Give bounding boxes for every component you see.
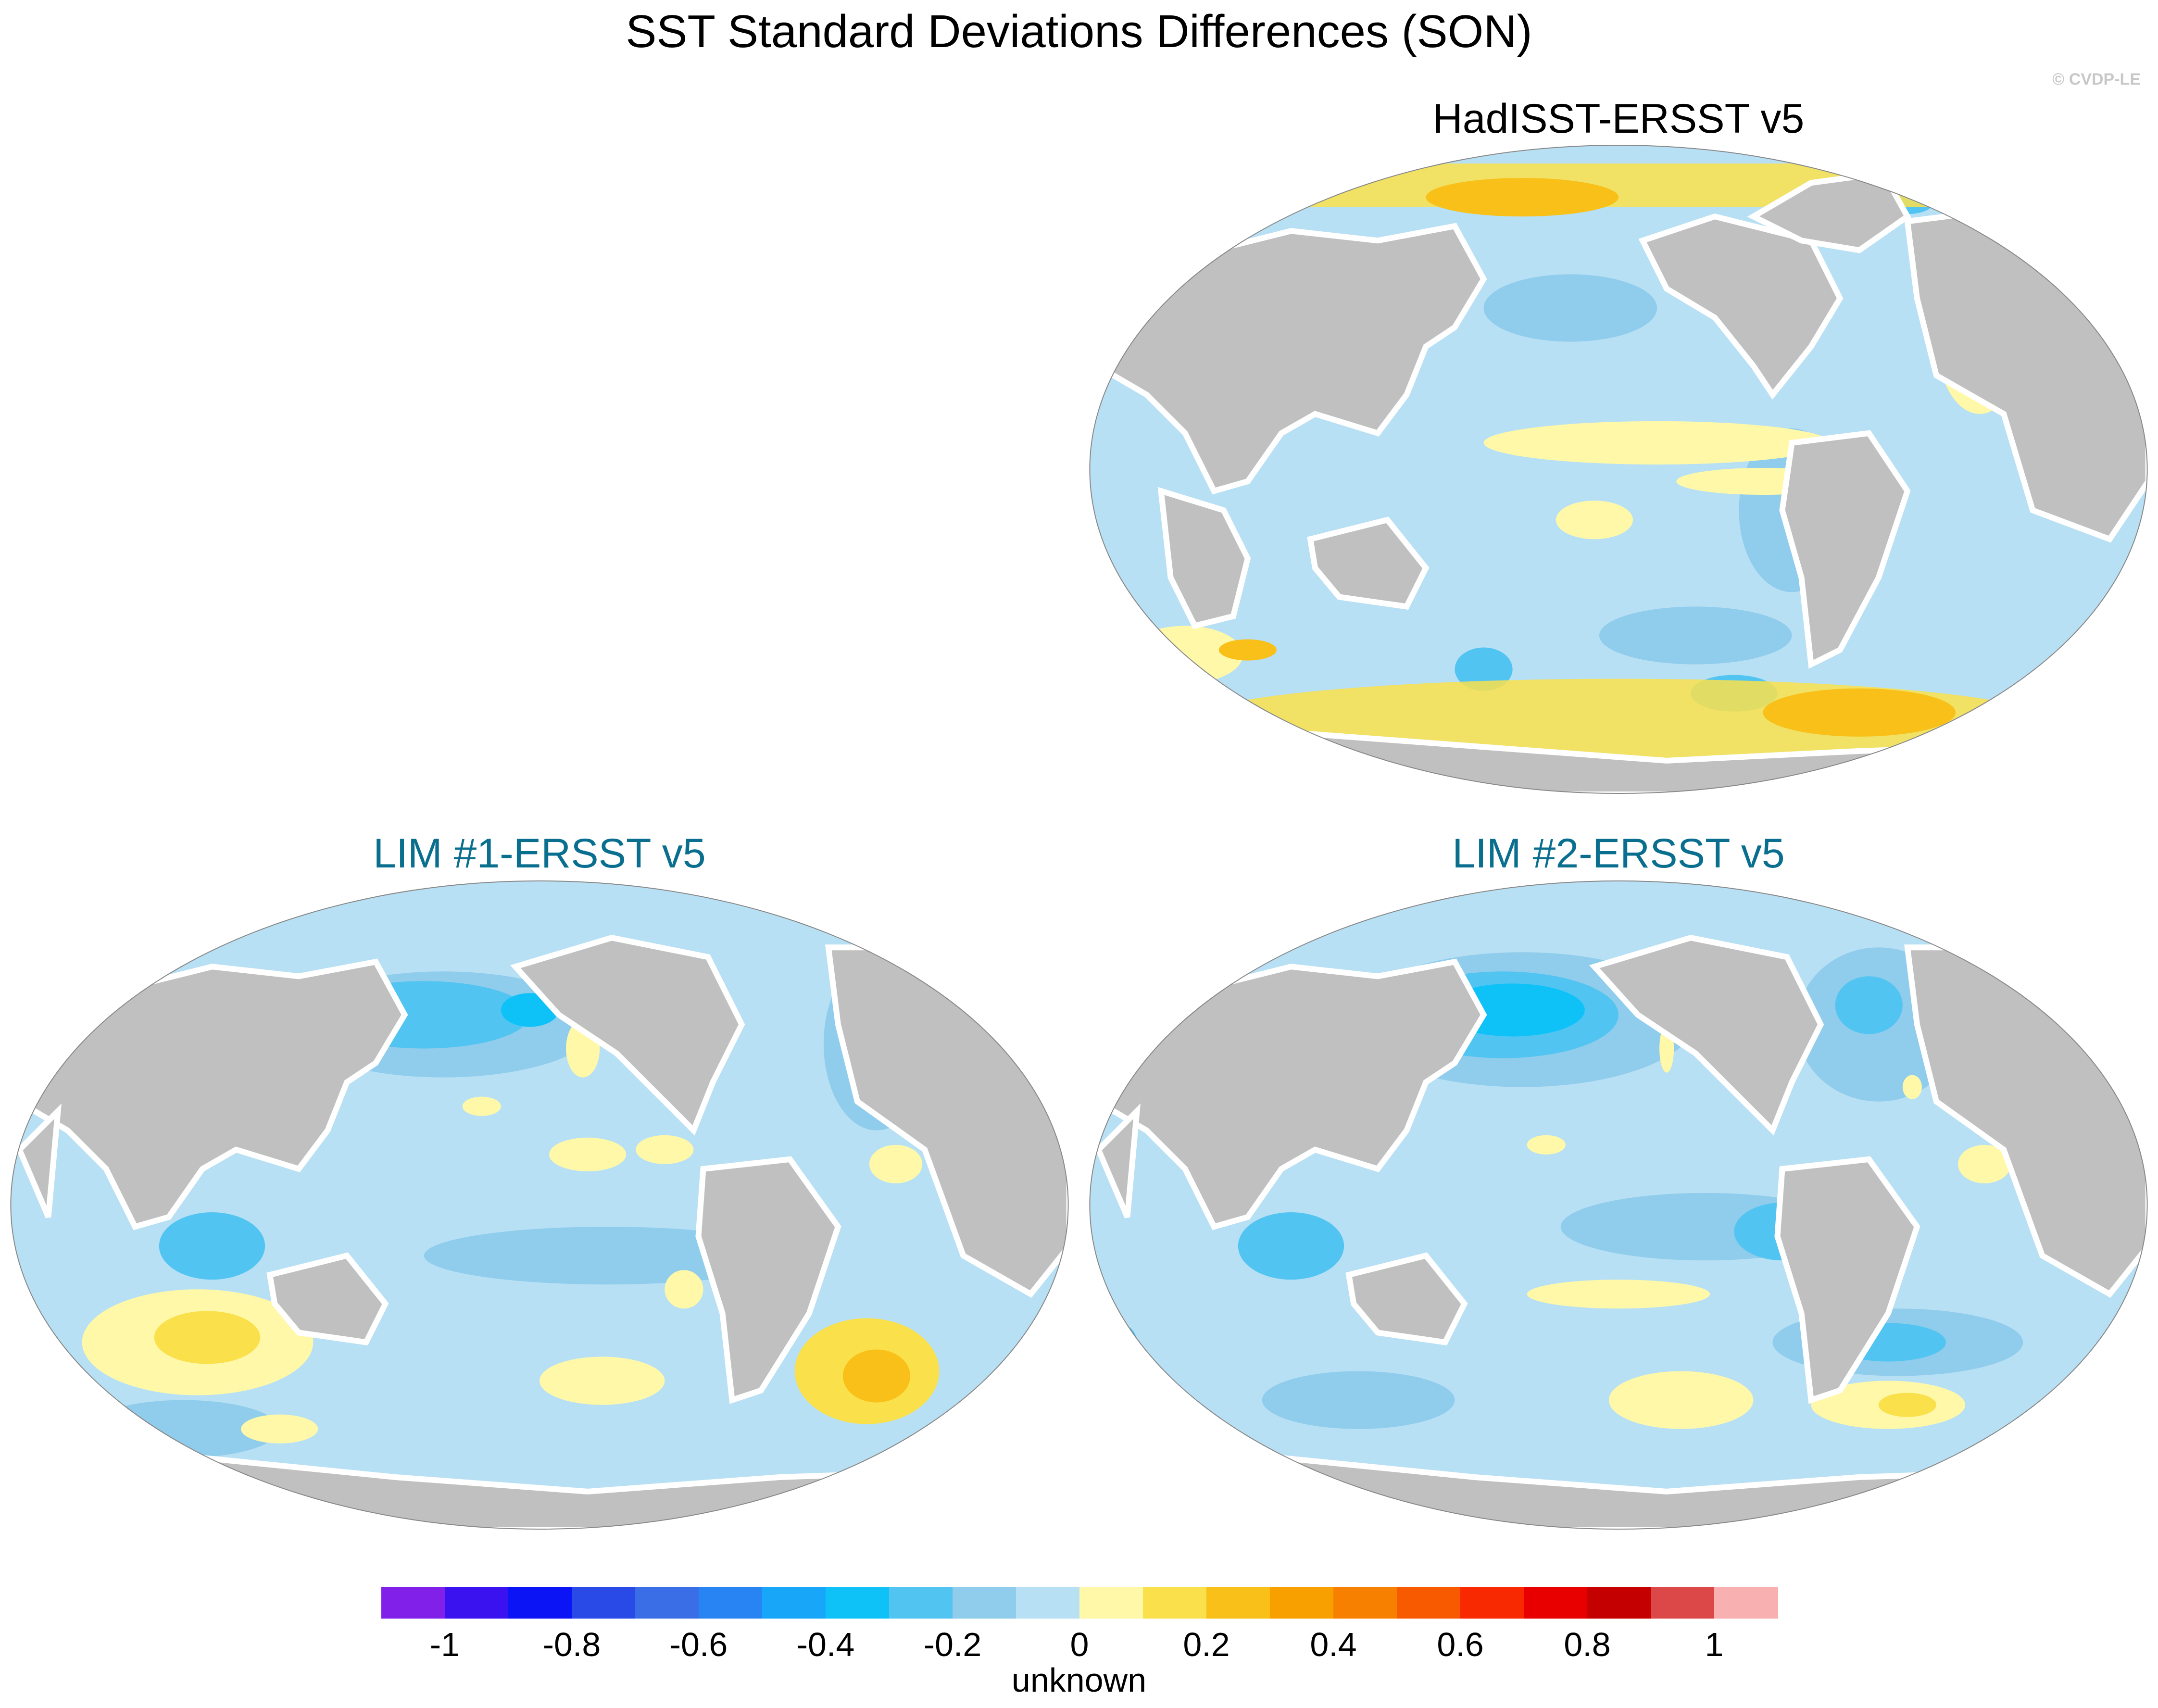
colorbar-tick-label: -0.2 xyxy=(923,1626,982,1663)
colorbar-swatch xyxy=(1079,1587,1143,1619)
colorbar-tick-label: 0.8 xyxy=(1564,1626,1611,1663)
figure-title: SST Standard Deviations Differences (SON… xyxy=(626,6,1532,57)
map-panel-hadisst xyxy=(1089,144,2148,794)
map-lim2 xyxy=(1089,880,2148,1530)
colorbar-swatch xyxy=(1460,1587,1524,1619)
colorbar-swatch xyxy=(508,1587,572,1619)
map-panel-lim1 xyxy=(10,880,1069,1530)
colorbar-swatch xyxy=(635,1587,699,1619)
colorbar-tick-label: -1 xyxy=(429,1626,460,1663)
colorbar-swatch xyxy=(826,1587,890,1619)
colorbar-tick-label: -0.4 xyxy=(796,1626,855,1663)
colorbar-swatch xyxy=(699,1587,763,1619)
colorbar-swatch xyxy=(953,1587,1016,1619)
colorbar xyxy=(381,1587,1778,1619)
colorbar-tick-label: -0.6 xyxy=(669,1626,728,1663)
colorbar-swatch xyxy=(1397,1587,1461,1619)
colorbar-tick-label: 0.4 xyxy=(1310,1626,1357,1663)
colorbar-tick-label: 0 xyxy=(1070,1626,1089,1663)
panel-title-lim2: LIM #2-ERSST v5 xyxy=(1452,830,1785,877)
colorbar-swatch xyxy=(381,1587,445,1619)
colorbar-swatch xyxy=(1270,1587,1334,1619)
colorbar-swatch xyxy=(1143,1587,1207,1619)
colorbar-swatch xyxy=(1016,1587,1080,1619)
colorbar-tick-label: 0.2 xyxy=(1183,1626,1230,1663)
panel-title-hadisst: HadISST-ERSST v5 xyxy=(1432,96,1805,142)
colorbar-tick-label: 1 xyxy=(1705,1626,1724,1663)
colorbar-swatch xyxy=(445,1587,509,1619)
colorbar-swatch xyxy=(1587,1587,1651,1619)
colorbar-swatch xyxy=(889,1587,953,1619)
credit-watermark: © CVDP-LE xyxy=(2052,70,2141,88)
colorbar-swatch xyxy=(762,1587,826,1619)
colorbar-label: unknown xyxy=(1011,1661,1147,1699)
colorbar-swatch xyxy=(572,1587,636,1619)
map-lim1 xyxy=(10,880,1069,1530)
colorbar-tick-label: -0.8 xyxy=(542,1626,601,1663)
colorbar-swatch xyxy=(1206,1587,1270,1619)
map-hadisst xyxy=(1089,145,2148,794)
panel-title-lim1: LIM #1-ERSST v5 xyxy=(373,830,706,877)
map-panel-lim2 xyxy=(1089,880,2148,1530)
colorbar-swatch xyxy=(1651,1587,1715,1619)
colorbar-swatch xyxy=(1524,1587,1588,1619)
colorbar-swatch xyxy=(1714,1587,1778,1619)
colorbar-swatch xyxy=(1333,1587,1397,1619)
colorbar-tick-label: 0.6 xyxy=(1437,1626,1484,1663)
